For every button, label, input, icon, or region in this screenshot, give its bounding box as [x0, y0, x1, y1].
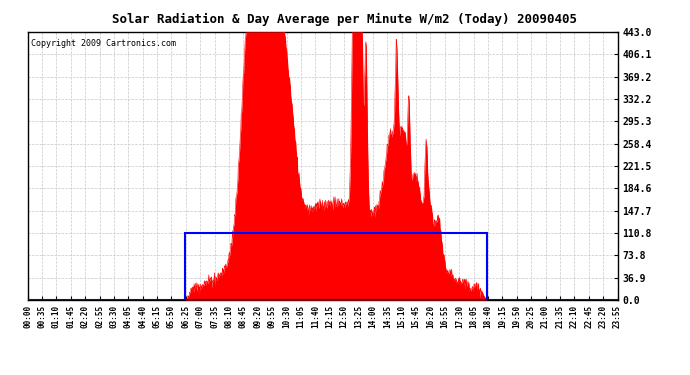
- Bar: [186, 233, 486, 300]
- Text: Copyright 2009 Cartronics.com: Copyright 2009 Cartronics.com: [30, 39, 175, 48]
- Text: Solar Radiation & Day Average per Minute W/m2 (Today) 20090405: Solar Radiation & Day Average per Minute…: [112, 13, 578, 26]
